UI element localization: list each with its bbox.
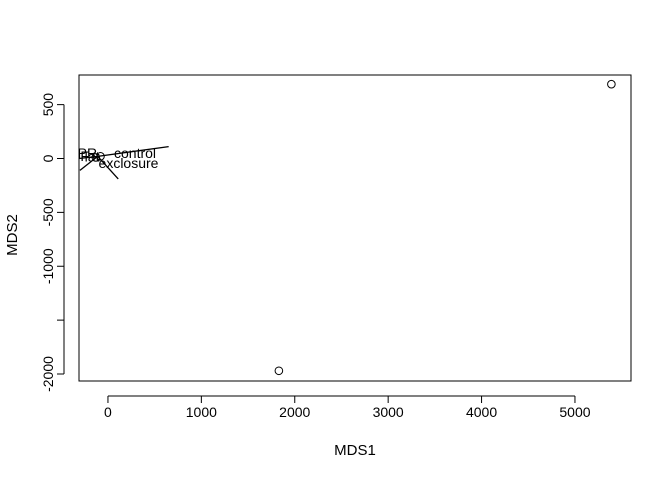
- data-point: [607, 79, 616, 89]
- x-axis-label: MDS1: [334, 442, 376, 459]
- y-axis-label: MDS2: [4, 214, 21, 256]
- vector-line: [97, 146, 169, 157]
- data-point: [274, 366, 284, 376]
- x-tick-label: 5000: [559, 404, 590, 420]
- x-tick-label: 0: [104, 404, 112, 420]
- vector-label: PR: [78, 145, 97, 161]
- data-point: [91, 153, 101, 162]
- vector-line: [78, 155, 98, 160]
- overlap-label: lat: [85, 148, 100, 164]
- vector-label: exclosure: [99, 155, 159, 171]
- data-points: [91, 79, 616, 376]
- y-tick-label: -2000: [40, 356, 56, 392]
- y-tick-label: 0: [40, 154, 56, 162]
- data-point: [96, 152, 105, 161]
- y-tick-label: -500: [40, 198, 56, 226]
- vector-label: control: [114, 145, 156, 161]
- overlap-label: F: [80, 148, 89, 164]
- vector-line: [79, 155, 99, 171]
- plot-frame: [78, 74, 632, 382]
- y-tick-label: 500: [40, 93, 56, 117]
- x-tick-label: 1000: [186, 404, 217, 420]
- x-tick-label: 4000: [466, 404, 497, 420]
- x-tick-label: 2000: [279, 404, 310, 420]
- x-tick-label: 3000: [373, 404, 404, 420]
- y-tick-label: -1000: [40, 248, 56, 284]
